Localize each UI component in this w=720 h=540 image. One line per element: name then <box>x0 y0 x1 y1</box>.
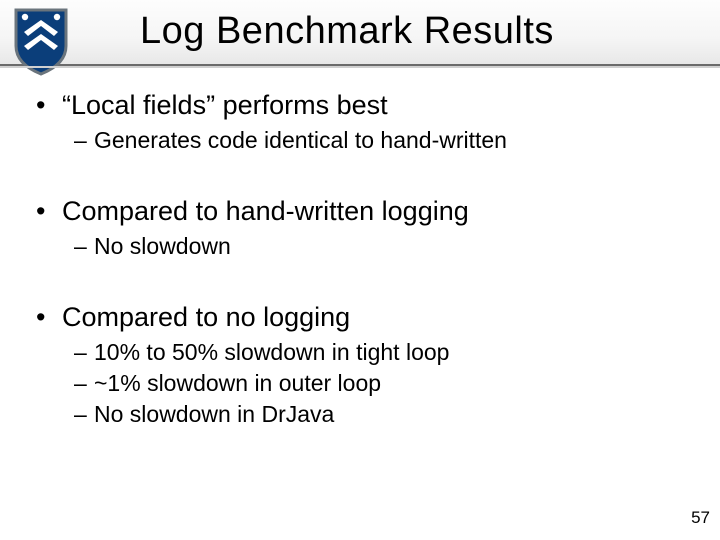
bullet-level1: • Compared to hand-written logging <box>36 196 696 227</box>
page-number: 57 <box>691 508 710 528</box>
bullet-level2: – No slowdown <box>74 233 696 260</box>
slide-header: Log Benchmark Results <box>0 0 720 66</box>
slide-content: • “Local fields” performs best – Generat… <box>0 66 720 428</box>
bullet-level2: – ~1% slowdown in outer loop <box>74 370 696 397</box>
dash-marker: – <box>74 339 94 366</box>
bullet-text: Compared to hand-written logging <box>62 196 469 227</box>
bullet-text: ~1% slowdown in outer loop <box>94 370 381 397</box>
shield-logo-icon <box>12 6 70 76</box>
bullet-text: No slowdown <box>94 233 231 260</box>
bullet-text: “Local fields” performs best <box>62 90 388 121</box>
bullet-text: No slowdown in DrJava <box>94 401 334 428</box>
slide-title: Log Benchmark Results <box>140 10 554 53</box>
bullet-level2: – Generates code identical to hand-writt… <box>74 127 696 154</box>
bullet-text: Generates code identical to hand-written <box>94 127 507 154</box>
bullet-level1: • Compared to no logging <box>36 302 696 333</box>
dash-marker: – <box>74 127 94 154</box>
dash-marker: – <box>74 370 94 397</box>
bullet-marker: • <box>36 196 62 227</box>
bullet-level2: – 10% to 50% slowdown in tight loop <box>74 339 696 366</box>
bullet-level2: – No slowdown in DrJava <box>74 401 696 428</box>
bullet-text: 10% to 50% slowdown in tight loop <box>94 339 449 366</box>
bullet-marker: • <box>36 90 62 121</box>
bullet-text: Compared to no logging <box>62 302 350 333</box>
dash-marker: – <box>74 233 94 260</box>
bullet-marker: • <box>36 302 62 333</box>
dash-marker: – <box>74 401 94 428</box>
bullet-level1: • “Local fields” performs best <box>36 90 696 121</box>
